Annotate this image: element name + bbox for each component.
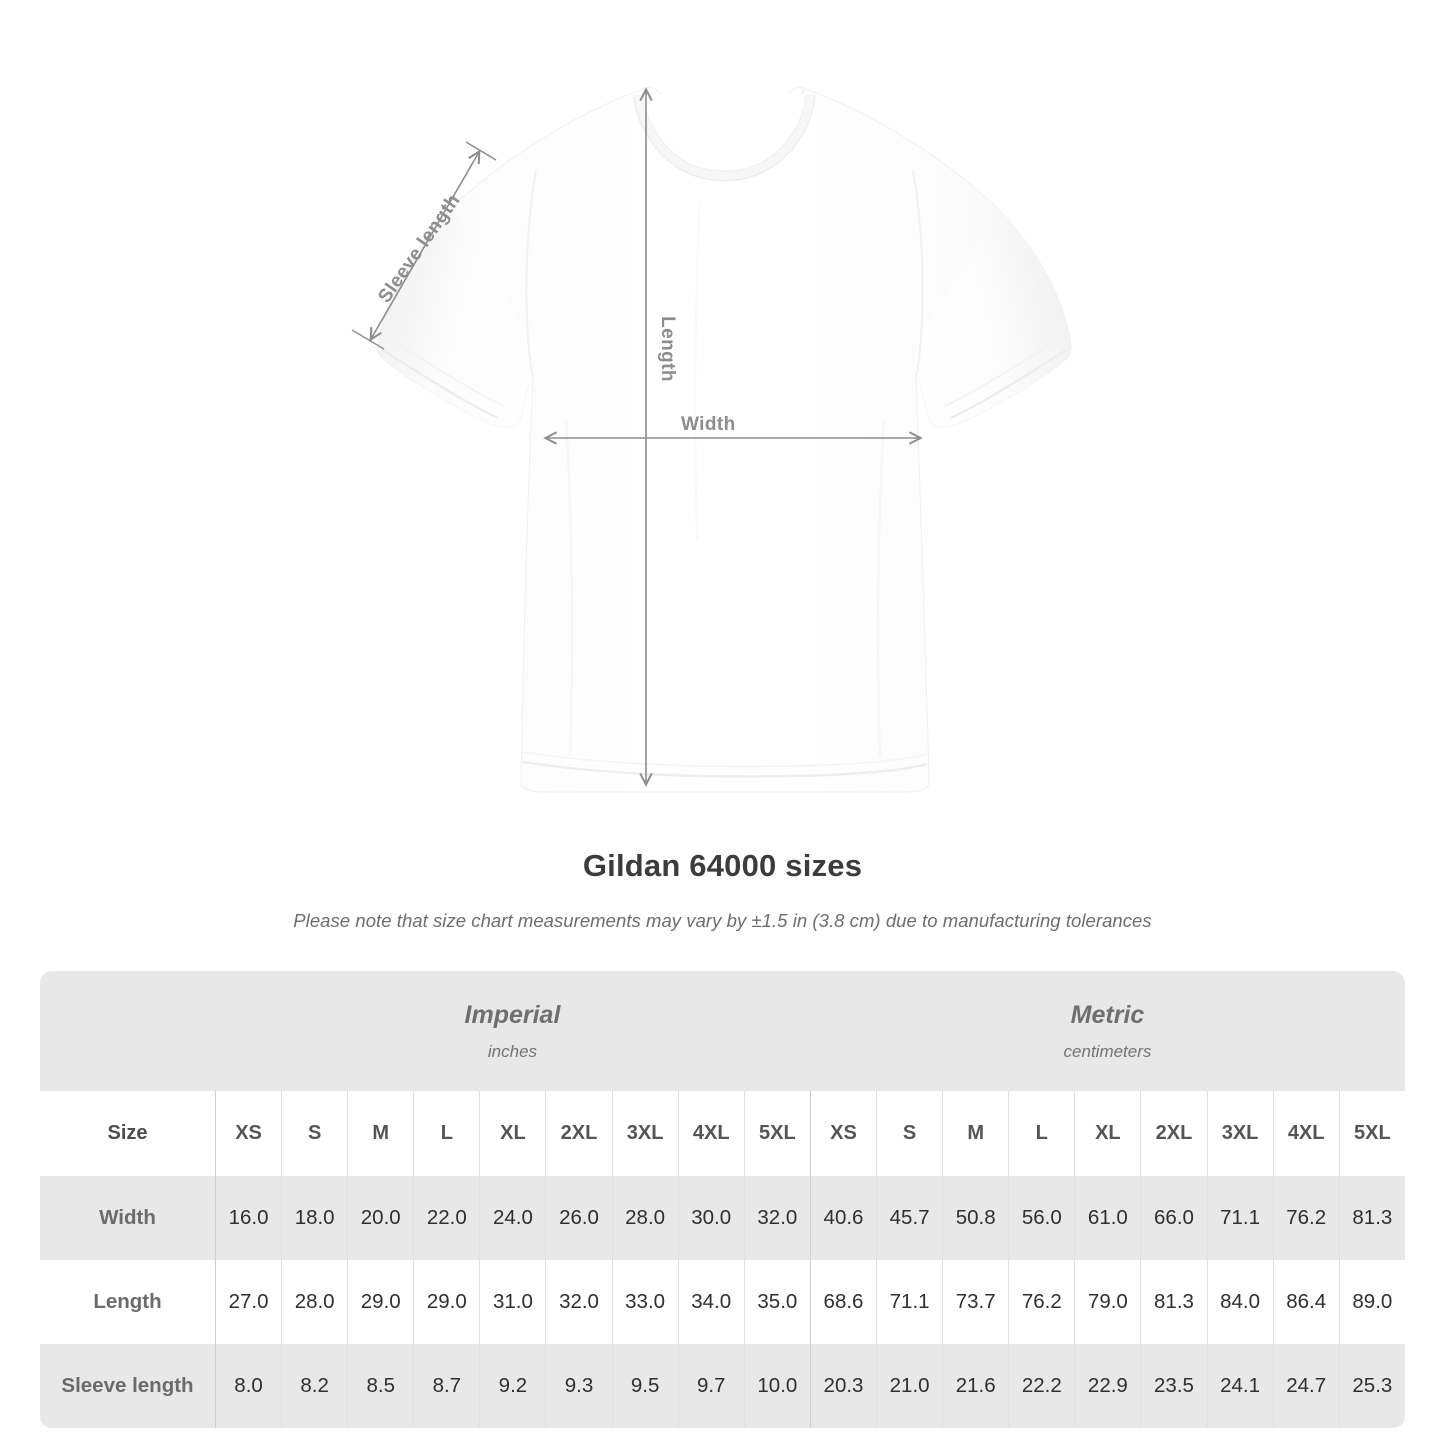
- cell-width-imperial-5xl: 32.0: [743, 1176, 810, 1260]
- cell-length-metric-l: 76.2: [1008, 1260, 1075, 1344]
- size-header-imperial-s: S: [281, 1091, 348, 1176]
- cell-width-imperial-3xl: 28.0: [611, 1176, 678, 1260]
- width-label: Width: [681, 414, 736, 435]
- heading-block: Gildan 64000 sizes Please note that size…: [0, 830, 1445, 932]
- row-label-length: Length: [40, 1260, 215, 1344]
- size-header-metric-2xl: 2XL: [1140, 1091, 1207, 1176]
- size-chart-table: Imperial inches Metric centimeters Size …: [40, 971, 1405, 1428]
- cell-length-metric-5xl: 89.0: [1338, 1260, 1405, 1344]
- cell-width-imperial-s: 18.0: [281, 1176, 348, 1260]
- cell-length-metric-xl: 79.0: [1074, 1260, 1141, 1344]
- unit-group-metric: Metric centimeters: [809, 971, 1405, 1091]
- size-header-metric-xl: XL: [1074, 1091, 1141, 1176]
- tshirt-shape: [377, 87, 1072, 793]
- table-row-width: Width 16.0 18.0 20.0 22.0 24.0 26.0 28.0…: [40, 1176, 1405, 1260]
- sleeve-length-arrow: [351, 141, 497, 350]
- size-header-imperial-4xl: 4XL: [677, 1091, 744, 1176]
- cell-sleeve-imperial-3xl: 9.5: [611, 1344, 678, 1428]
- cell-length-metric-3xl: 84.0: [1206, 1260, 1273, 1344]
- cell-sleeve-metric-xs: 20.3: [809, 1344, 877, 1428]
- cell-sleeve-imperial-xs: 8.0: [215, 1344, 282, 1428]
- size-header-imperial-2xl: 2XL: [545, 1091, 612, 1176]
- page-title: Gildan 64000 sizes: [582, 848, 863, 883]
- cell-length-imperial-5xl: 35.0: [743, 1260, 810, 1344]
- cell-width-imperial-4xl: 30.0: [677, 1176, 744, 1260]
- cell-width-metric-xl: 61.0: [1074, 1176, 1141, 1260]
- cell-width-imperial-xs: 16.0: [215, 1176, 282, 1260]
- table-row-sleeve-length: Sleeve length 8.0 8.2 8.5 8.7 9.2 9.3 9.…: [40, 1344, 1405, 1428]
- unit-group-metric-name: Metric: [1070, 1000, 1145, 1029]
- cell-width-metric-l: 56.0: [1008, 1176, 1075, 1260]
- cell-sleeve-imperial-2xl: 9.3: [545, 1344, 612, 1428]
- cell-sleeve-metric-xl: 22.9: [1074, 1344, 1141, 1428]
- size-header-metric-xs: XS: [809, 1091, 877, 1176]
- cell-length-imperial-m: 29.0: [347, 1260, 414, 1344]
- tolerance-note: Please note that size chart measurements…: [293, 910, 1152, 931]
- cell-sleeve-metric-3xl: 24.1: [1206, 1344, 1273, 1428]
- cell-sleeve-imperial-xl: 9.2: [479, 1344, 546, 1428]
- size-header-imperial-5xl: 5XL: [743, 1091, 810, 1176]
- size-header-metric-4xl: 4XL: [1272, 1091, 1339, 1176]
- cell-width-imperial-m: 20.0: [347, 1176, 414, 1260]
- size-header-imperial-xs: XS: [215, 1091, 282, 1176]
- unit-group-imperial-name: Imperial: [464, 1000, 561, 1029]
- cell-length-metric-xs: 68.6: [809, 1260, 877, 1344]
- size-header-metric-s: S: [876, 1091, 943, 1176]
- cell-sleeve-imperial-5xl: 10.0: [743, 1344, 810, 1428]
- cell-length-metric-2xl: 81.3: [1140, 1260, 1207, 1344]
- unit-group-imperial: Imperial inches: [215, 971, 810, 1091]
- cell-length-imperial-l: 29.0: [413, 1260, 480, 1344]
- size-header-imperial-m: M: [347, 1091, 414, 1176]
- cell-width-imperial-2xl: 26.0: [545, 1176, 612, 1260]
- cell-length-metric-s: 71.1: [876, 1260, 943, 1344]
- unit-group-imperial-sub: inches: [487, 1041, 538, 1061]
- cell-sleeve-imperial-l: 8.7: [413, 1344, 480, 1428]
- cell-length-imperial-4xl: 34.0: [677, 1260, 744, 1344]
- cell-sleeve-imperial-m: 8.5: [347, 1344, 414, 1428]
- unit-group-metric-sub: centimeters: [1063, 1041, 1152, 1061]
- cell-width-metric-5xl: 81.3: [1338, 1176, 1405, 1260]
- cell-width-metric-s: 45.7: [876, 1176, 943, 1260]
- size-header-metric-l: L: [1008, 1091, 1075, 1176]
- cell-length-imperial-2xl: 32.0: [545, 1260, 612, 1344]
- size-header-imperial-xl: XL: [479, 1091, 546, 1176]
- size-header-label: Size: [40, 1091, 215, 1176]
- cell-length-imperial-3xl: 33.0: [611, 1260, 678, 1344]
- tshirt-diagram: Sleeve length Length Width: [351, 87, 1072, 793]
- cell-sleeve-imperial-4xl: 9.7: [677, 1344, 744, 1428]
- cell-sleeve-metric-2xl: 23.5: [1140, 1344, 1207, 1428]
- cell-length-imperial-xs: 27.0: [215, 1260, 282, 1344]
- row-label-width: Width: [40, 1176, 215, 1260]
- cell-length-imperial-xl: 31.0: [479, 1260, 546, 1344]
- size-header-imperial-3xl: 3XL: [611, 1091, 678, 1176]
- cell-sleeve-metric-5xl: 25.3: [1338, 1344, 1405, 1428]
- cell-sleeve-imperial-s: 8.2: [281, 1344, 348, 1428]
- cell-sleeve-metric-m: 21.6: [942, 1344, 1009, 1428]
- cell-length-metric-m: 73.7: [942, 1260, 1009, 1344]
- cell-width-metric-4xl: 76.2: [1272, 1176, 1339, 1260]
- cell-width-metric-m: 50.8: [942, 1176, 1009, 1260]
- size-header-imperial-l: L: [413, 1091, 480, 1176]
- cell-sleeve-metric-s: 21.0: [876, 1344, 943, 1428]
- cell-sleeve-metric-l: 22.2: [1008, 1344, 1075, 1428]
- size-header-metric-5xl: 5XL: [1338, 1091, 1405, 1176]
- cell-length-imperial-s: 28.0: [281, 1260, 348, 1344]
- length-label: Length: [656, 316, 678, 382]
- table-row-length: Length 27.0 28.0 29.0 29.0 31.0 32.0 33.…: [40, 1260, 1405, 1344]
- cell-sleeve-metric-4xl: 24.7: [1272, 1344, 1339, 1428]
- size-table-wrap: Imperial inches Metric centimeters Size …: [40, 971, 1405, 1428]
- unit-header-row: Imperial inches Metric centimeters: [40, 971, 1405, 1091]
- size-header-row: Size XS S M L XL 2XL 3XL 4XL 5XL XS S M …: [40, 1091, 1405, 1176]
- size-header-metric-3xl: 3XL: [1206, 1091, 1273, 1176]
- tshirt-illustration: [351, 87, 1072, 793]
- cell-width-imperial-l: 22.0: [413, 1176, 480, 1260]
- unit-header-spacer: [40, 971, 215, 1091]
- row-label-sleeve-length: Sleeve length: [40, 1344, 215, 1428]
- cell-width-imperial-xl: 24.0: [479, 1176, 546, 1260]
- cell-width-metric-xs: 40.6: [809, 1176, 877, 1260]
- size-header-metric-m: M: [942, 1091, 1009, 1176]
- cell-length-metric-4xl: 86.4: [1272, 1260, 1339, 1344]
- cell-width-metric-3xl: 71.1: [1206, 1176, 1273, 1260]
- cell-width-metric-2xl: 66.0: [1140, 1176, 1207, 1260]
